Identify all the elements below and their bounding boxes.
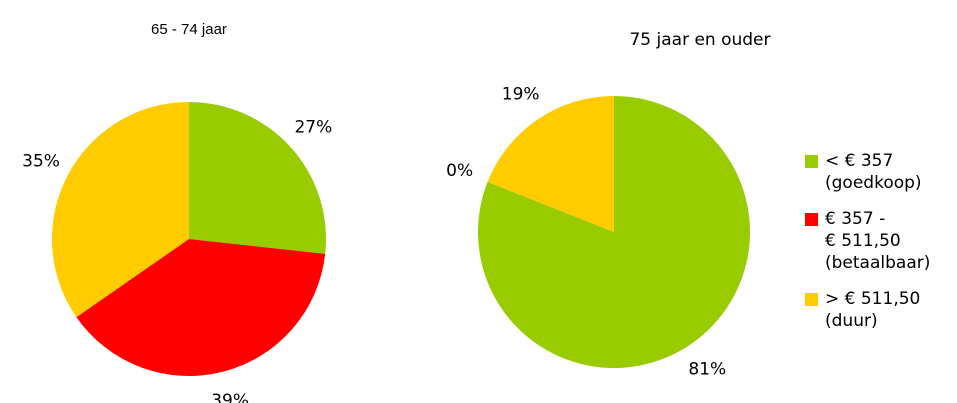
legend-label: € 357 - € 511,50 (betaalbaar) xyxy=(825,209,931,273)
chart-title: 65 - 74 jaar xyxy=(151,21,227,38)
legend-item: € 357 - € 511,50 (betaalbaar) xyxy=(805,208,930,274)
pie-slice xyxy=(189,102,326,254)
legend-swatch xyxy=(805,213,818,226)
slice-label: 27% xyxy=(294,118,332,138)
legend-item: > € 511,50 (duur) xyxy=(805,288,930,332)
slice-label: 39% xyxy=(211,391,249,403)
slice-label: 81% xyxy=(688,359,726,379)
pie-slice xyxy=(477,96,750,368)
chart-title: 75 jaar en ouder xyxy=(629,30,770,50)
legend-label: > € 511,50 (duur) xyxy=(825,289,921,331)
slice-label: 19% xyxy=(502,85,540,105)
legend: < € 357 (goedkoop) € 357 - € 511,50 (beta… xyxy=(805,150,930,346)
pie-slice xyxy=(487,95,614,232)
legend-swatch xyxy=(805,293,818,306)
legend-item: < € 357 (goedkoop) xyxy=(805,150,930,194)
pie-slice xyxy=(76,239,326,376)
legend-label: < € 357 (goedkoop) xyxy=(825,151,922,193)
slice-label: 35% xyxy=(22,152,60,172)
pie-slice xyxy=(52,102,189,318)
slice-label: 0% xyxy=(446,161,473,181)
legend-swatch xyxy=(805,155,818,168)
